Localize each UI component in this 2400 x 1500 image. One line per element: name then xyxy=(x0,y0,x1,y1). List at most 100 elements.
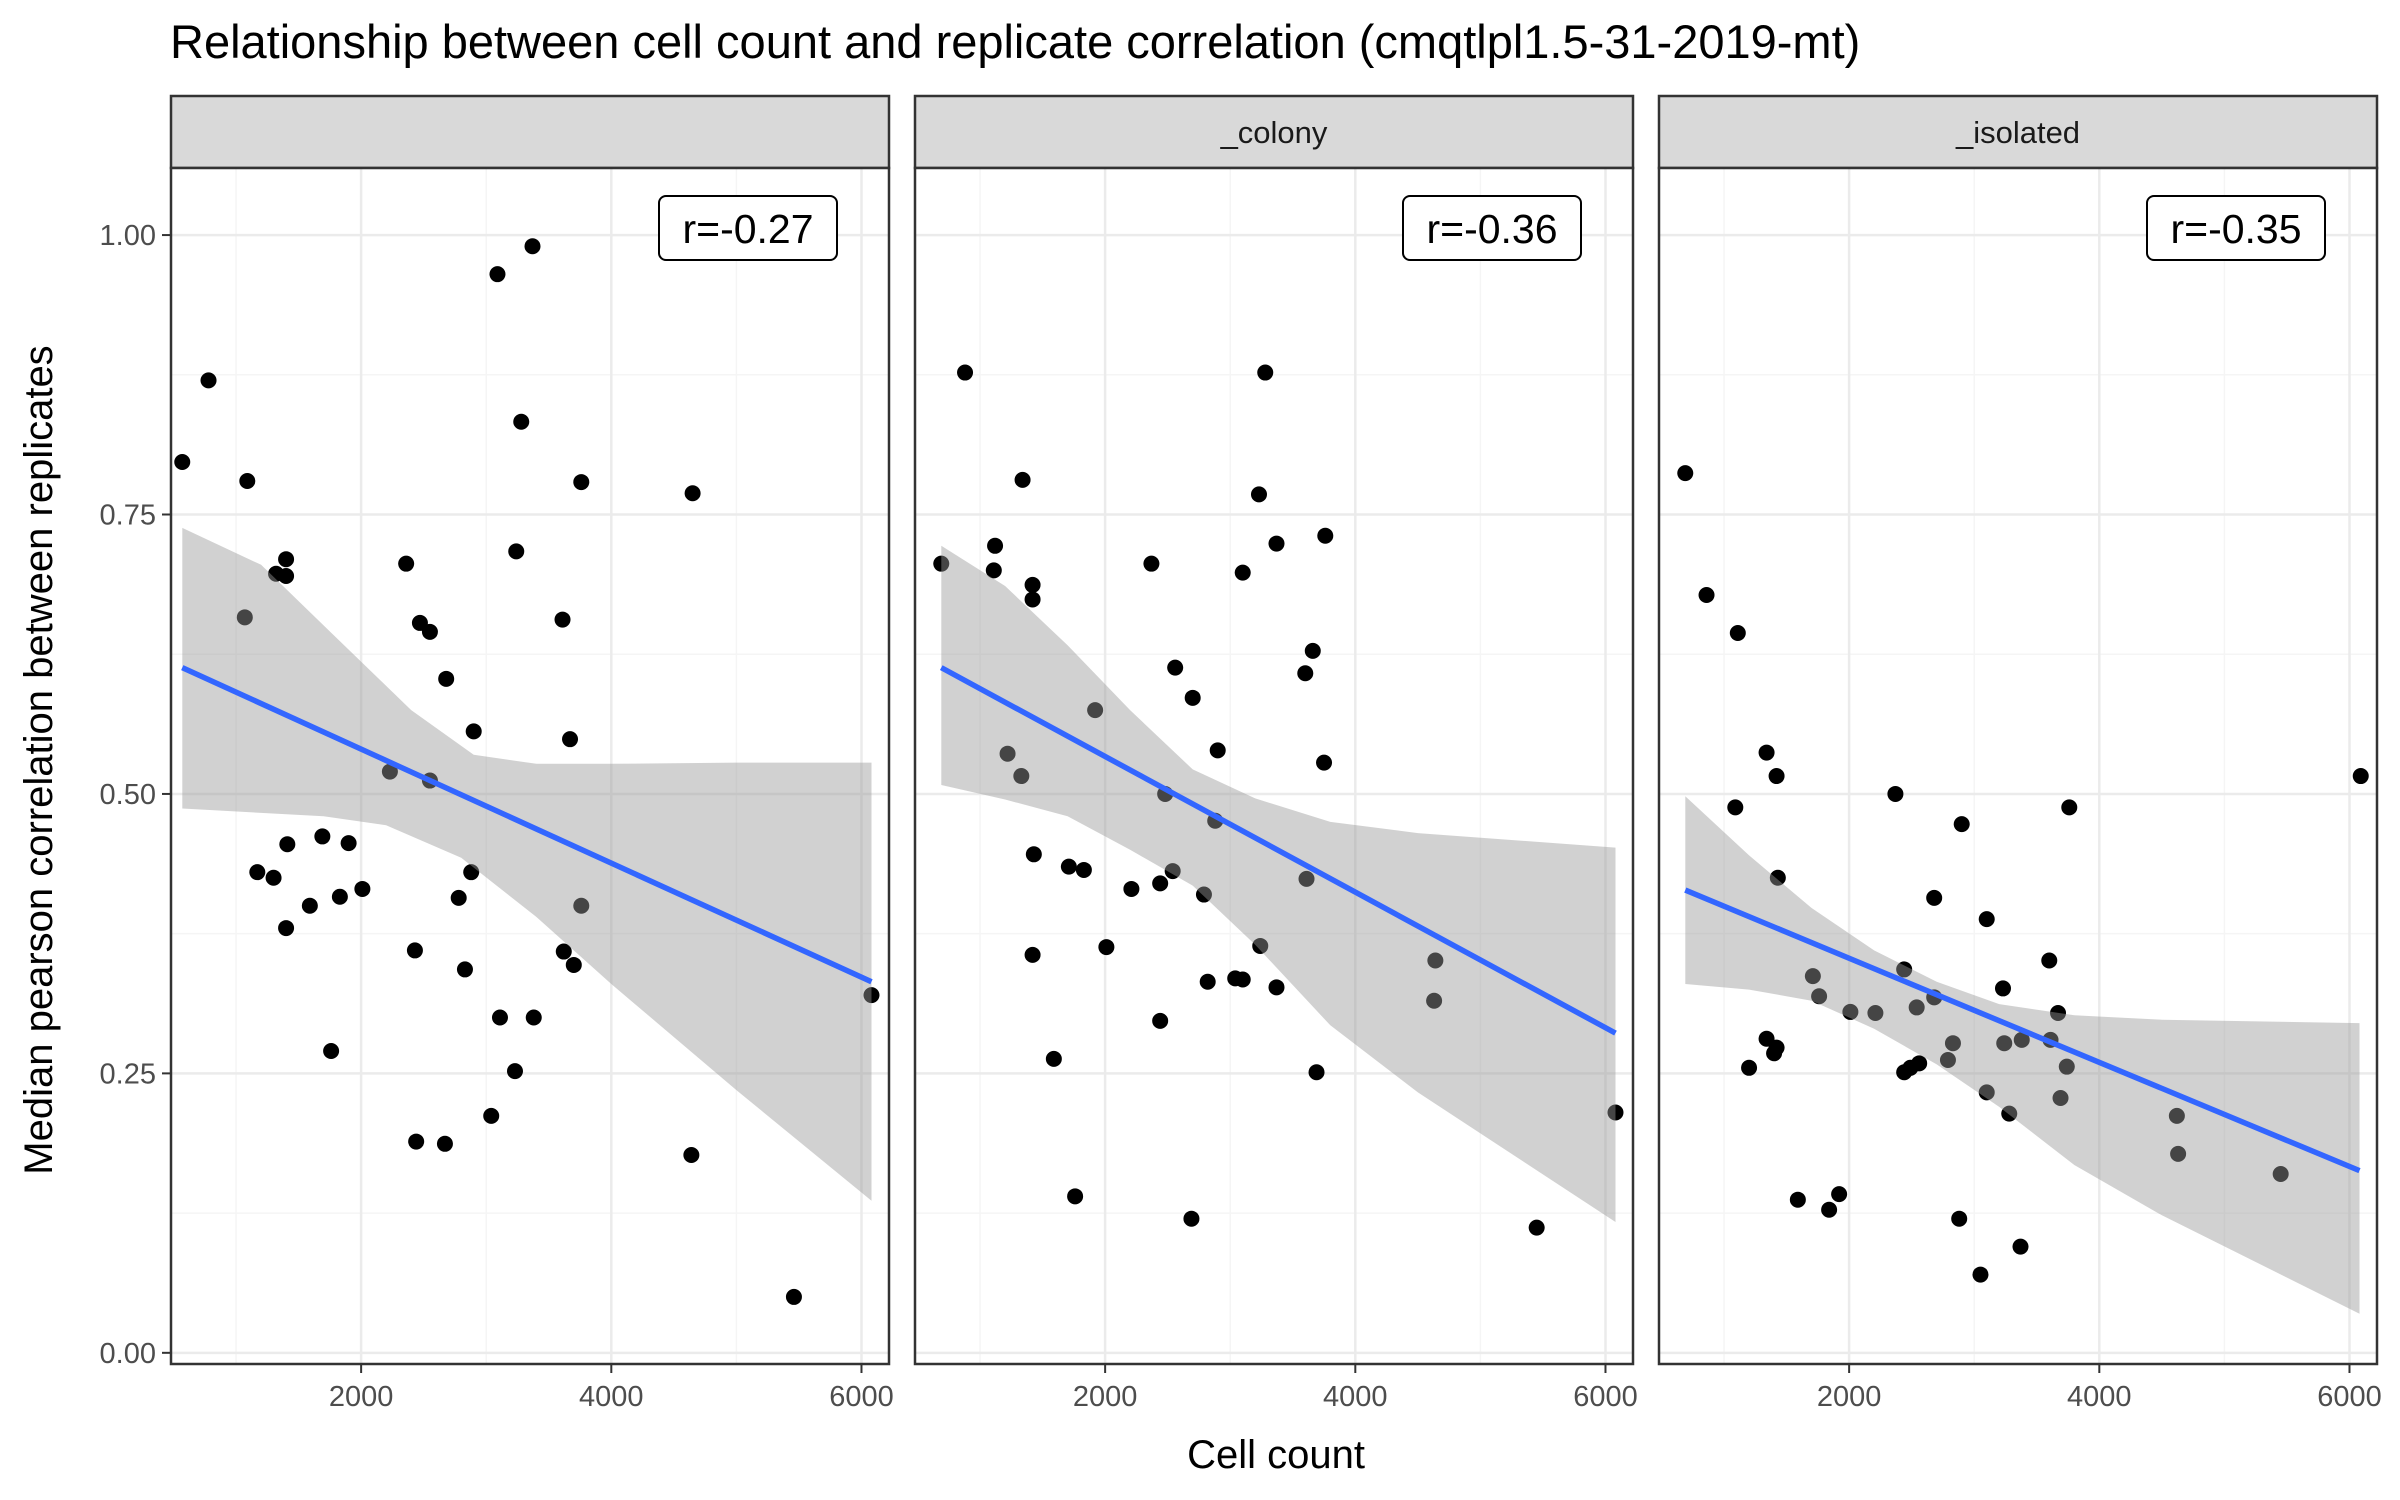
data-point xyxy=(239,472,256,489)
data-point xyxy=(1804,968,1821,985)
panel-border xyxy=(169,166,891,1366)
y-axis-ticks: 0.00 0.25 0.50 0.75 1.00 xyxy=(100,220,171,1370)
correlation-label: r=-0.35 xyxy=(2170,206,2301,252)
data-point xyxy=(1067,1188,1084,1205)
x-tick-label: 6000 xyxy=(2317,1381,2382,1413)
facet-strip xyxy=(913,94,1635,170)
data-point xyxy=(438,670,455,687)
data-point xyxy=(1811,988,1828,1005)
regression-line xyxy=(939,665,1617,1036)
data-point xyxy=(1024,591,1041,608)
data-point xyxy=(683,1146,700,1163)
data-point xyxy=(554,611,571,628)
data-point xyxy=(1939,1051,1956,1068)
correlation-label: r=-0.27 xyxy=(682,206,813,252)
data-point xyxy=(987,537,1004,554)
data-point xyxy=(1768,768,1785,785)
data-point xyxy=(2013,1031,2030,1048)
data-point xyxy=(1727,799,1744,816)
data-point xyxy=(1996,1035,2013,1052)
data-point xyxy=(506,1063,523,1080)
data-point xyxy=(985,562,1002,579)
data-point xyxy=(957,364,974,381)
data-point xyxy=(1087,702,1104,719)
panel-border xyxy=(1657,166,2379,1366)
data-point xyxy=(1268,535,1285,552)
data-point xyxy=(863,987,880,1004)
data-point xyxy=(1308,1064,1325,1081)
data-point xyxy=(1143,555,1160,572)
data-point xyxy=(562,731,579,748)
correlation-label-box xyxy=(1402,195,1582,261)
x-tick-label: 4000 xyxy=(579,1381,644,1413)
facet-strip-label: _colony xyxy=(1220,115,1328,150)
data-point xyxy=(1768,1039,1785,1056)
data-point xyxy=(1304,642,1321,659)
data-point xyxy=(1908,999,1925,1016)
data-point xyxy=(555,943,572,960)
data-point xyxy=(265,869,282,886)
data-point xyxy=(1867,1005,1884,1022)
data-point xyxy=(1972,1266,1989,1283)
data-point xyxy=(2061,799,2078,816)
facet-panel: _colony r=-0.36 2000 4000 6000 xyxy=(913,94,1638,1413)
data-point xyxy=(684,485,701,502)
data-point xyxy=(456,961,473,978)
data-point xyxy=(2170,1145,2187,1162)
confidence-band xyxy=(182,527,872,1201)
data-point xyxy=(1677,465,1694,482)
data-point xyxy=(1152,875,1169,892)
data-point xyxy=(1896,961,1913,978)
data-point xyxy=(1729,624,1746,641)
data-point xyxy=(1234,564,1251,581)
data-point xyxy=(1842,1003,1859,1020)
data-point xyxy=(354,880,371,897)
data-point xyxy=(1167,659,1184,676)
data-point xyxy=(1199,973,1216,990)
data-point xyxy=(421,623,438,640)
data-point xyxy=(1250,486,1267,503)
data-point xyxy=(2168,1107,2185,1124)
data-point xyxy=(525,1009,542,1026)
data-point xyxy=(1098,939,1115,956)
data-point xyxy=(174,453,191,470)
x-tick-label: 2000 xyxy=(329,1381,394,1413)
data-point xyxy=(436,1135,453,1152)
data-point xyxy=(278,551,295,568)
data-point xyxy=(1014,471,1031,488)
chart-title: Relationship between cell count and repl… xyxy=(170,15,1860,68)
facet-strip xyxy=(1657,94,2379,170)
data-point xyxy=(1209,742,1226,759)
data-point xyxy=(1024,946,1041,963)
data-point xyxy=(1821,1201,1838,1218)
data-point xyxy=(785,1288,802,1305)
facet-strip xyxy=(169,94,891,170)
data-point xyxy=(331,888,348,905)
data-point xyxy=(1758,744,1775,761)
panel-background xyxy=(915,168,1633,1364)
data-point xyxy=(1887,785,1904,802)
data-point xyxy=(1316,754,1333,771)
data-point xyxy=(200,372,217,389)
regression-line xyxy=(181,665,873,985)
confidence-band xyxy=(1685,796,2360,1314)
data-point xyxy=(1152,1012,1169,1029)
data-point xyxy=(1978,911,1995,928)
facet-panel: r=-0.27 2000 4000 6000 xyxy=(169,94,894,1413)
data-point xyxy=(1926,889,1943,906)
data-point xyxy=(323,1043,340,1060)
data-point xyxy=(1698,586,1715,603)
data-point xyxy=(2058,1058,2075,1075)
data-point xyxy=(1075,861,1092,878)
data-point xyxy=(1195,886,1212,903)
data-point xyxy=(1944,1035,1961,1052)
data-point xyxy=(1953,816,1970,833)
data-point xyxy=(1045,1050,1062,1067)
data-point xyxy=(1024,576,1041,593)
data-point xyxy=(508,543,525,560)
data-point xyxy=(278,567,295,584)
data-point xyxy=(1060,858,1077,875)
data-point xyxy=(999,745,1016,762)
x-tick-label: 4000 xyxy=(2067,1381,2132,1413)
